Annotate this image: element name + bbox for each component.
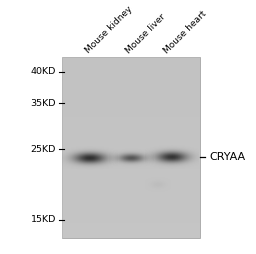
- Bar: [62, 57, 200, 238]
- Text: Mouse liver: Mouse liver: [124, 12, 167, 55]
- Text: Mouse heart: Mouse heart: [162, 9, 208, 55]
- Text: 35KD: 35KD: [30, 99, 56, 107]
- Text: CRYAA: CRYAA: [209, 152, 245, 162]
- Text: 40KD: 40KD: [31, 68, 56, 76]
- Text: 25KD: 25KD: [31, 145, 56, 153]
- Text: 15KD: 15KD: [31, 215, 56, 225]
- Text: Mouse kidney: Mouse kidney: [84, 4, 134, 55]
